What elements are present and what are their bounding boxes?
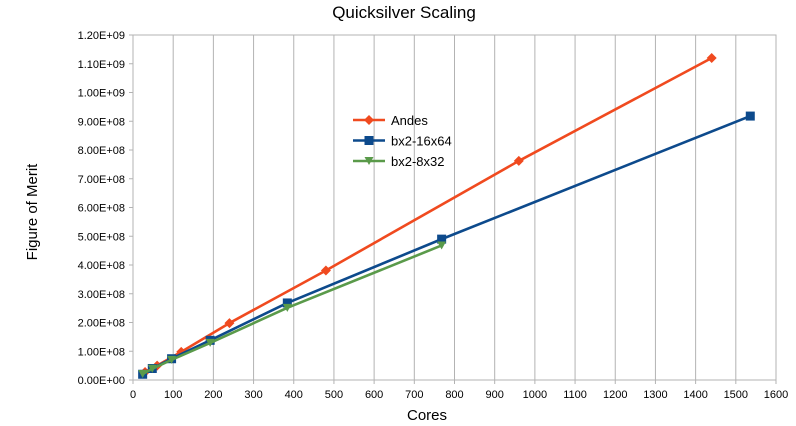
legend: Andes bx2-16x64 bx2-8x32 — [353, 113, 452, 169]
grid — [132, 35, 777, 380]
y-tick-label: 9.00E+08 — [78, 116, 125, 128]
chart-title: Quicksilver Scaling — [332, 3, 476, 22]
x-tick-label: 1600 — [764, 389, 788, 401]
legend-marker — [364, 136, 374, 145]
data-point — [282, 303, 292, 312]
data-point — [147, 364, 157, 373]
data-point — [706, 53, 717, 63]
data-point — [167, 355, 177, 364]
y-tick-label: 8.00E+08 — [78, 145, 125, 157]
y-tick-label: 1.00E+08 — [78, 346, 125, 358]
series-bx2-16x64 — [138, 111, 755, 379]
legend-item: Andes — [353, 113, 428, 128]
data-point — [138, 369, 148, 378]
y-tick-label: 0.00E+00 — [78, 375, 125, 387]
data-point — [437, 234, 447, 244]
data-point — [437, 241, 447, 250]
y-tick-label: 4.00E+08 — [78, 260, 125, 272]
legend-marker — [364, 157, 374, 165]
x-tick-label: 700 — [405, 389, 423, 401]
x-tick-label: 200 — [204, 389, 222, 401]
x-tick-label: 1000 — [523, 389, 547, 401]
legend-label: bx2-8x32 — [391, 154, 444, 169]
series-andes — [140, 53, 717, 377]
y-tick-label: 1.10E+09 — [78, 59, 125, 71]
data-point — [205, 338, 215, 347]
data-point — [282, 298, 292, 308]
x-tick-label: 1300 — [643, 389, 667, 401]
y-tick-label: 1.20E+09 — [78, 30, 125, 42]
x-tick-label: 100 — [164, 389, 182, 401]
x-tick-label: 1100 — [563, 389, 587, 401]
data-point — [224, 318, 235, 329]
series-line — [142, 244, 443, 376]
data-point — [320, 265, 331, 276]
legend-label: Andes — [391, 113, 428, 128]
x-tick-label: 0 — [130, 389, 136, 401]
x-tick-label: 1500 — [724, 389, 748, 401]
y-tick-label: 7.00E+08 — [78, 174, 125, 186]
series-bx2-8x32 — [138, 241, 447, 378]
x-tick-label: 1400 — [683, 389, 707, 401]
legend-item: bx2-8x32 — [353, 154, 444, 169]
y-axis-title: Figure of Merit — [24, 163, 41, 261]
x-tick-label: 800 — [445, 389, 463, 401]
y-tick-label: 6.00E+08 — [78, 203, 125, 215]
x-tick-label: 300 — [244, 389, 262, 401]
x-tick-label: 1200 — [603, 389, 627, 401]
x-tick-label: 500 — [325, 389, 343, 401]
y-tick-label: 5.00E+08 — [78, 231, 125, 243]
x-axis: 0 100 200 300 400 500 600 700 800 900 1000 1100 1200… — [130, 380, 788, 401]
y-tick-label: 1.00E+09 — [78, 88, 125, 100]
legend-label: bx2-16x64 — [391, 134, 452, 149]
x-tick-label: 600 — [365, 389, 383, 401]
y-axis: 0.00E+00 1.00E+08 2.00E+08 3.00E+08 4.00E+08… — [78, 30, 133, 387]
y-tick-label: 2.00E+08 — [78, 318, 125, 330]
x-tick-label: 400 — [285, 389, 303, 401]
legend-marker — [364, 115, 374, 125]
data-point — [745, 111, 755, 121]
series-group — [138, 53, 755, 379]
legend-item: bx2-16x64 — [353, 134, 452, 149]
x-tick-label: 900 — [486, 389, 504, 401]
x-axis-title: Cores — [407, 407, 447, 424]
data-point — [513, 155, 524, 166]
series-line — [141, 114, 751, 376]
y-tick-label: 3.00E+08 — [78, 289, 125, 301]
